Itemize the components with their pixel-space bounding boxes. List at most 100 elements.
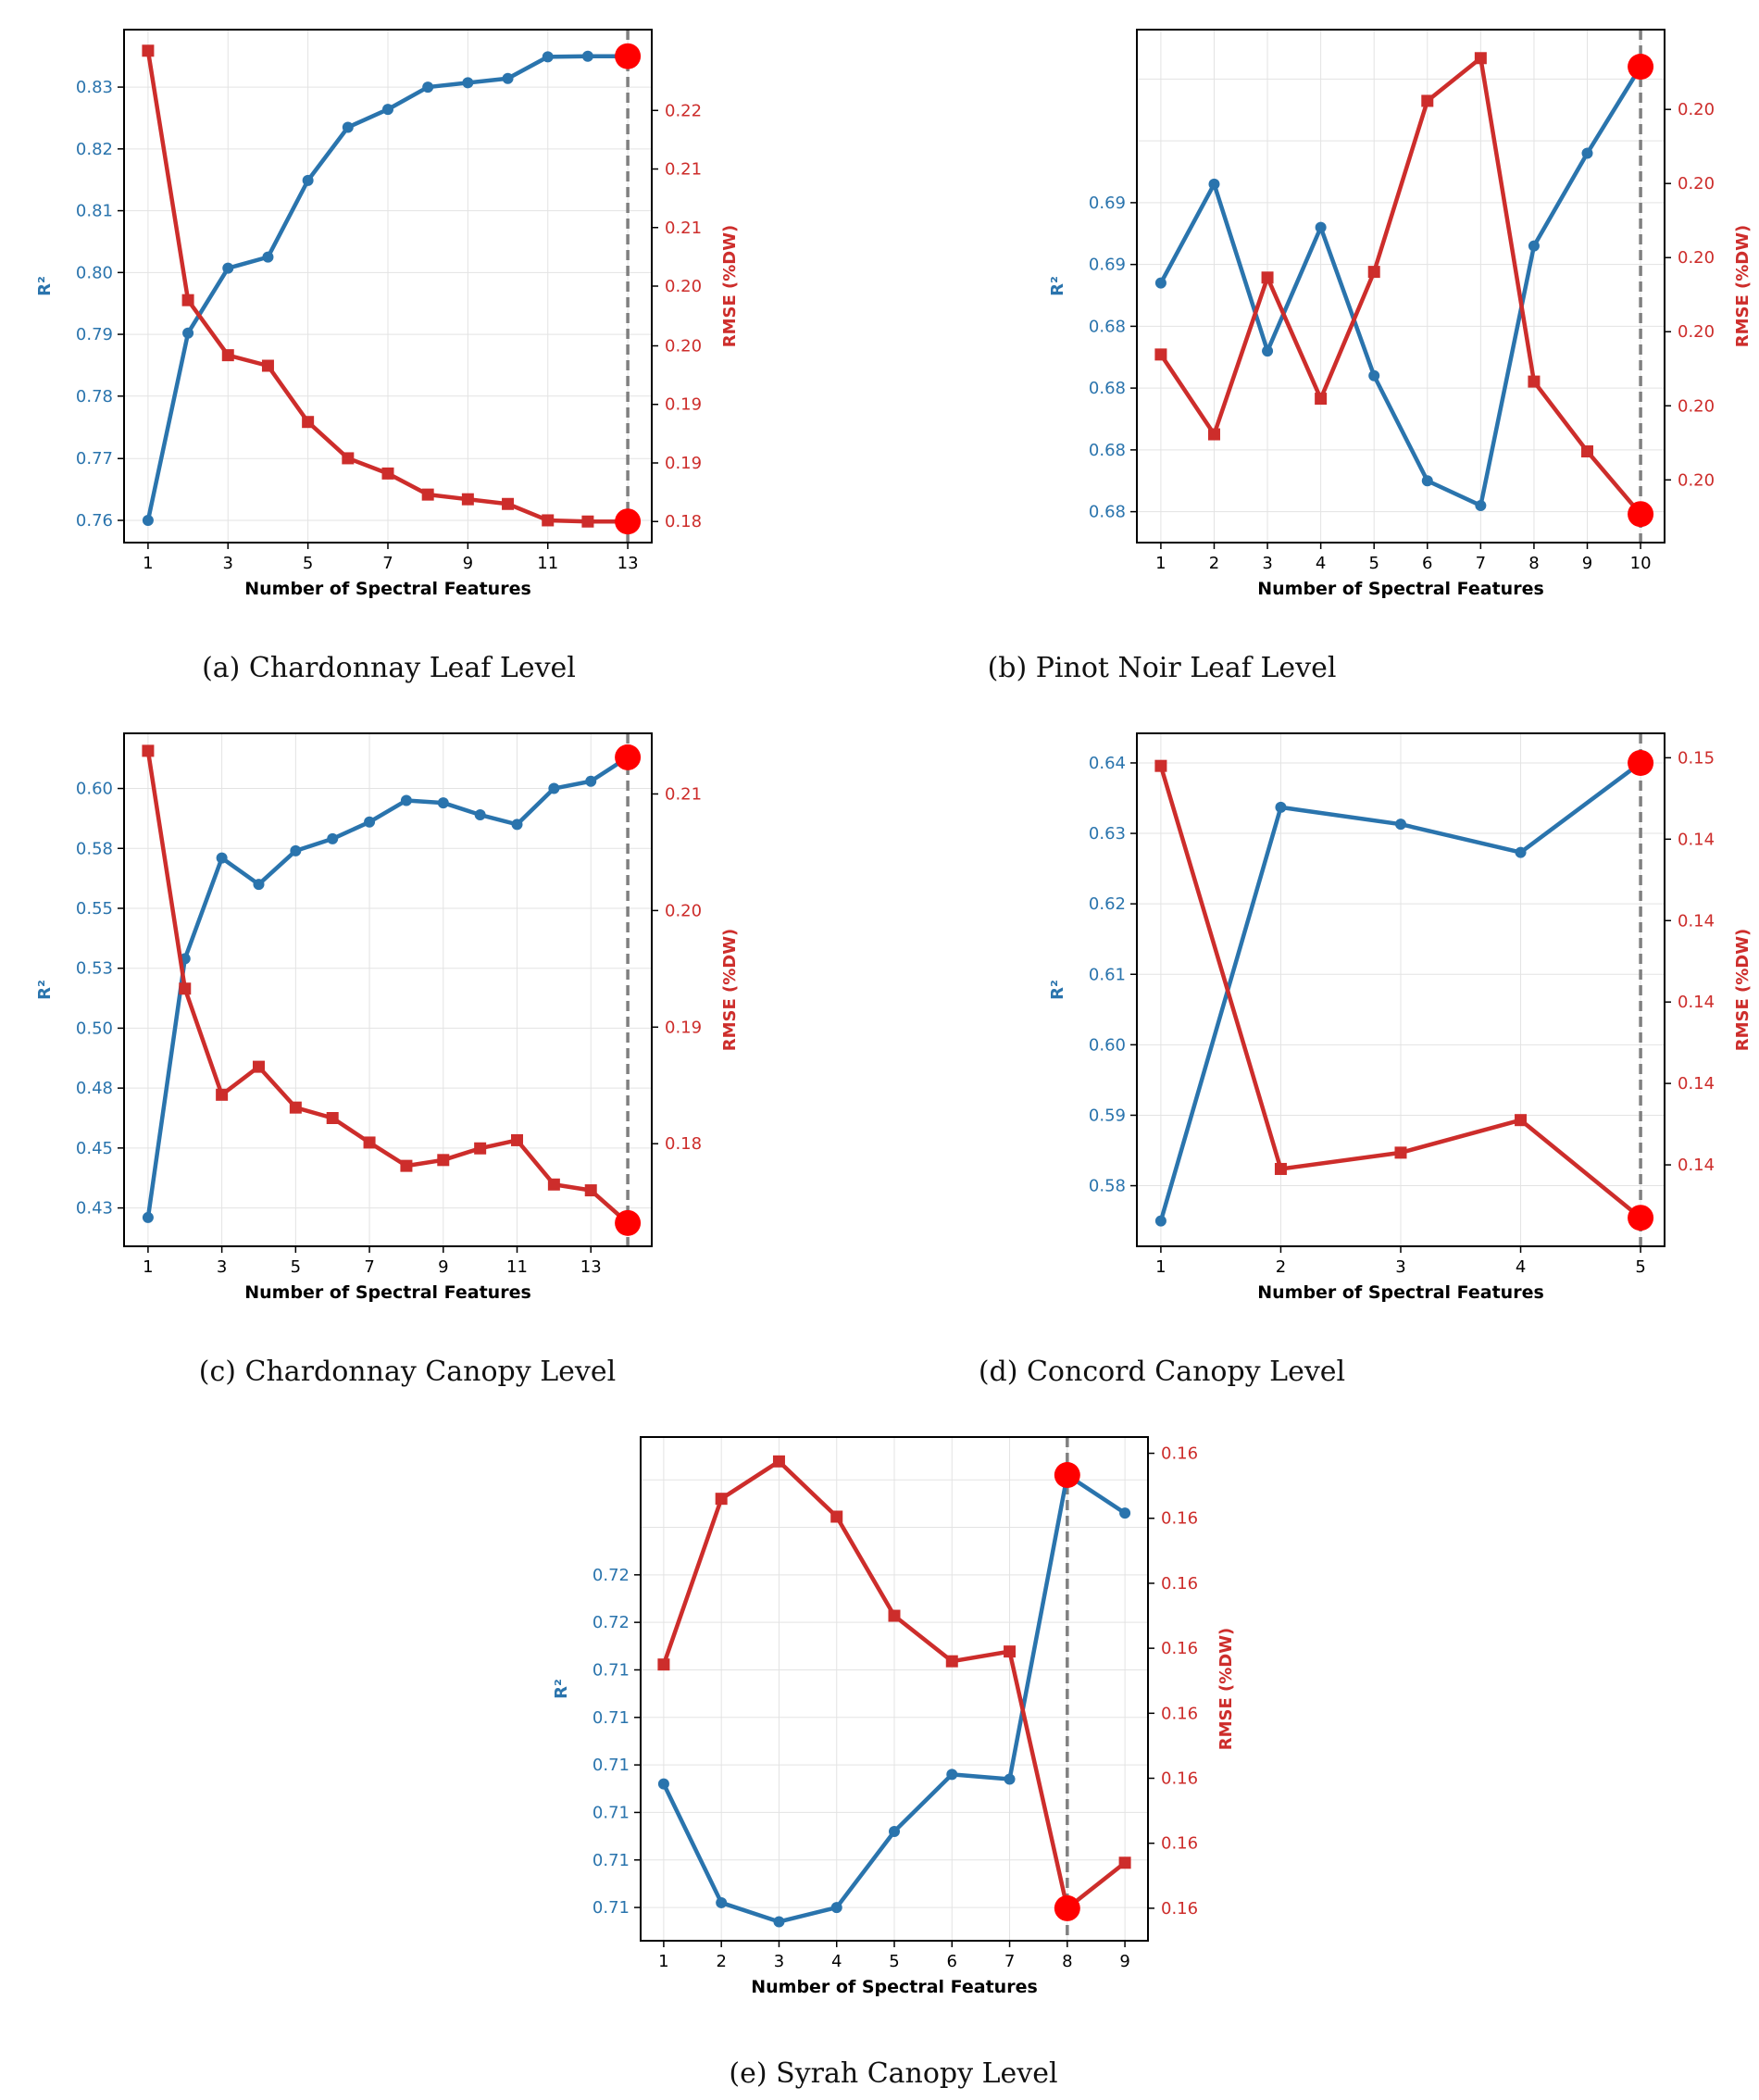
rmse-tick-label: 0.20 bbox=[665, 277, 702, 296]
rmse-point bbox=[216, 1088, 229, 1101]
r2-point bbox=[1004, 1773, 1016, 1785]
x-tick-label: 1 bbox=[143, 1257, 153, 1277]
best-rmse-marker bbox=[1054, 1894, 1080, 1921]
chart-panel-a: 1 3 5 7 9 11 13 0.76 0.77 0.78 0.79 0.80 0.81 0.82 0.8… bbox=[0, 0, 880, 704]
x-tick-label: 5 bbox=[291, 1257, 301, 1277]
r2-point bbox=[1262, 345, 1274, 357]
rmse-point bbox=[888, 1609, 901, 1622]
r2-tick-label: 0.68 bbox=[1089, 503, 1126, 522]
r2-point bbox=[302, 174, 314, 186]
rmse-point bbox=[342, 452, 355, 465]
rmse-series-line bbox=[145, 750, 630, 1225]
rmse-tick-label: 0.20 bbox=[1678, 396, 1715, 416]
r2-tick-label: 0.72 bbox=[593, 1613, 630, 1632]
rmse-point bbox=[547, 1178, 560, 1191]
r2-point bbox=[830, 1902, 842, 1914]
x-tick-label: 4 bbox=[1516, 1257, 1526, 1277]
r2-tick-label: 0.45 bbox=[76, 1139, 113, 1158]
y-axis-label-right: RMSE (%DW) bbox=[1733, 225, 1753, 348]
rmse-tick-label: 0.21 bbox=[665, 160, 702, 180]
r2-tick-label: 0.71 bbox=[593, 1803, 630, 1822]
rmse-tick-label: 0.18 bbox=[665, 1134, 702, 1154]
rmse-tick-label: 0.16 bbox=[1161, 1509, 1198, 1529]
r2-point bbox=[1154, 277, 1166, 289]
rmse-tick-label: 0.19 bbox=[665, 395, 702, 415]
r2-tick-label: 0.78 bbox=[76, 387, 113, 406]
rmse-tick-label: 0.14 bbox=[1678, 1074, 1715, 1094]
rmse-point bbox=[1581, 445, 1594, 458]
r2-tick-label: 0.64 bbox=[1089, 754, 1126, 773]
x-tick-label: 7 bbox=[382, 554, 393, 573]
rmse-point bbox=[1274, 1162, 1287, 1175]
caption-c: (c) Chardonnay Canopy Level bbox=[198, 1356, 617, 1388]
r2-point bbox=[142, 514, 154, 526]
r2-tick-label: 0.71 bbox=[593, 1851, 630, 1870]
best-rmse-marker bbox=[1628, 501, 1654, 528]
r2-tick-label: 0.61 bbox=[1089, 965, 1126, 984]
x-tick-label: 5 bbox=[1368, 554, 1379, 573]
rmse-tick-label: 0.14 bbox=[1678, 1156, 1715, 1175]
caption-e: (e) Syrah Canopy Level bbox=[729, 2057, 1058, 2090]
rmse-point bbox=[581, 515, 594, 528]
rmse-tick-label: 0.22 bbox=[665, 101, 702, 120]
y-axis-label-right: RMSE (%DW) bbox=[1733, 929, 1753, 1052]
r2-tick-label: 0.68 bbox=[1089, 317, 1126, 336]
rmse-tick-label: 0.20 bbox=[1678, 248, 1715, 268]
r2-point bbox=[1475, 499, 1487, 511]
rmse-point bbox=[474, 1142, 487, 1155]
r2-tick-label: 0.53 bbox=[76, 959, 113, 979]
x-tick-label: 5 bbox=[303, 554, 313, 573]
r2-point bbox=[1275, 801, 1287, 813]
r2-tick-label: 0.60 bbox=[76, 780, 113, 799]
rmse-point bbox=[181, 294, 194, 306]
r2-point bbox=[511, 819, 523, 831]
rmse-point bbox=[1118, 1856, 1131, 1869]
x-tick-label: 3 bbox=[217, 1257, 227, 1277]
best-r2-marker bbox=[615, 744, 642, 770]
x-tick-label: 1 bbox=[658, 1952, 668, 1971]
rmse-point bbox=[1207, 428, 1220, 441]
r2-point bbox=[474, 809, 486, 821]
rmse-tick-label: 0.16 bbox=[1161, 1639, 1198, 1658]
y-axis-label-left: R² bbox=[35, 276, 55, 296]
r2-point bbox=[1421, 475, 1433, 487]
rmse-tick-label: 0.14 bbox=[1678, 911, 1715, 931]
grid-d bbox=[1137, 733, 1665, 1246]
x-tick-label: 7 bbox=[1476, 554, 1486, 573]
x-tick-label: 9 bbox=[1582, 554, 1592, 573]
caption-d: (d) Concord Canopy Level bbox=[978, 1356, 1346, 1388]
rmse-tick-label: 0.20 bbox=[665, 901, 702, 920]
x-tick-label: 3 bbox=[1395, 1257, 1405, 1277]
r2-point bbox=[253, 879, 265, 891]
rmse-tick-label: 0.20 bbox=[665, 337, 702, 356]
chart-panel-e: 1 2 3 4 5 6 7 8 9 0.71 0.71 0.71 0.71 0.71 0.71 0.72 0.7… bbox=[0, 1407, 1759, 2100]
rmse-point bbox=[772, 1455, 785, 1468]
r2-point bbox=[585, 775, 597, 787]
r2-tick-label: 0.58 bbox=[76, 839, 113, 858]
best-r2-marker bbox=[615, 43, 642, 69]
rmse-point bbox=[1315, 393, 1328, 406]
y-axis-label-left: R² bbox=[1048, 276, 1067, 296]
r2-point bbox=[1528, 240, 1540, 252]
x-tick-label: 4 bbox=[831, 1952, 842, 1971]
x-tick-label: 9 bbox=[438, 1257, 448, 1277]
rmse-point bbox=[945, 1655, 958, 1668]
x-tick-label: 11 bbox=[506, 1257, 528, 1277]
plot-frame bbox=[123, 732, 653, 1247]
r2-tick-label: 0.71 bbox=[593, 1898, 630, 1918]
y-axis-label-left: R² bbox=[35, 980, 55, 1000]
chart-panel-c: 1 3 5 7 9 11 13 0.43 0.45 0.48 0.50 0.53 0.55 0.58 0.6… bbox=[0, 704, 880, 1407]
r2-tick-label: 0.76 bbox=[76, 511, 113, 531]
x-tick-label: 8 bbox=[1062, 1952, 1072, 1971]
rmse-tick-label: 0.16 bbox=[1161, 1704, 1198, 1723]
rmse-point bbox=[1515, 1114, 1528, 1127]
rmse-point bbox=[261, 359, 274, 372]
r2-point bbox=[400, 794, 412, 806]
rmse-point bbox=[1474, 52, 1487, 65]
x-axis-label: Number of Spectral Features bbox=[244, 579, 531, 599]
rmse-point bbox=[326, 1112, 339, 1124]
chart-svg-d: 1 2 3 4 5 0.58 0.59 0.60 0.61 0.62 0.63 0.64 0.14 0.1… bbox=[1048, 732, 1753, 1303]
rmse-point bbox=[1528, 375, 1541, 388]
r2-point bbox=[142, 1211, 154, 1223]
r2-point bbox=[1315, 221, 1327, 233]
